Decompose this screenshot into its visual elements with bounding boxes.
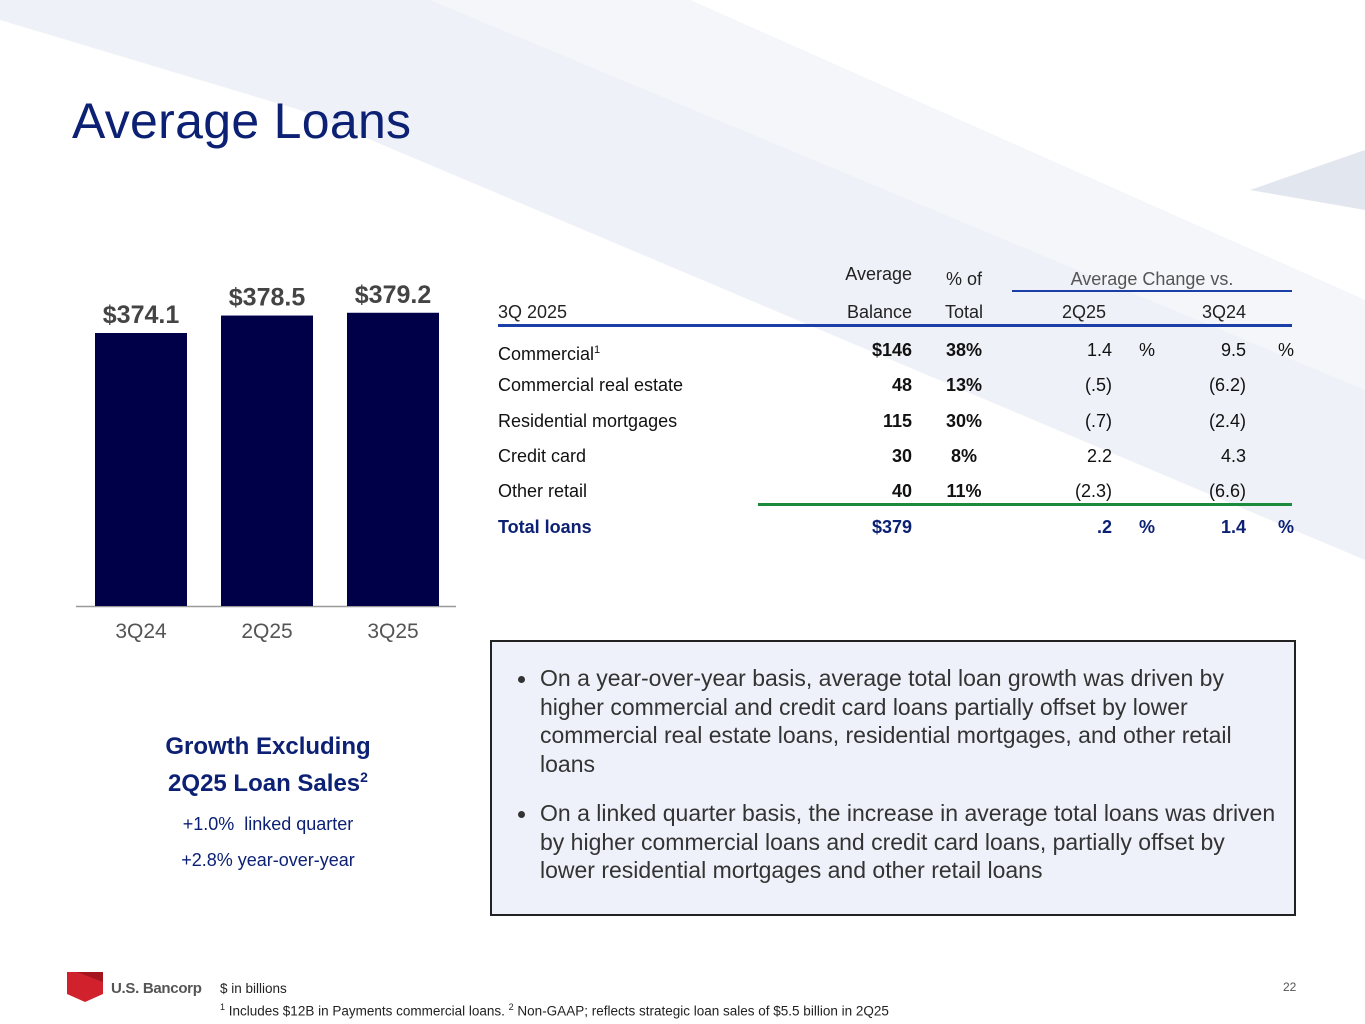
commentary-text: On a year-over-year basis, average total…: [540, 665, 1232, 777]
row-label: Residential mortgages: [498, 411, 678, 431]
row-change-3q24-unit: %: [1278, 340, 1295, 360]
row-balance: $146: [871, 340, 912, 360]
bullet-icon: [518, 811, 525, 818]
total-change-3q24-unit: %: [1278, 517, 1295, 537]
bar-value-label: $379.2: [355, 281, 431, 309]
header-rule: [498, 324, 1292, 327]
header-period: 3Q 2025: [498, 302, 568, 322]
row-change-3q24: 4.3: [1220, 446, 1246, 466]
footnotes: $ in billions 1 Includes $12B in Payment…: [220, 980, 889, 1021]
row-change-2q25: (.7): [1085, 411, 1112, 431]
footnote-definitions: 1 Includes $12B in Payments commercial l…: [220, 998, 889, 1021]
x-tick-label: 3Q24: [115, 620, 167, 643]
growth-heading-footnote: 2: [360, 769, 368, 785]
header-pct-top: % of: [945, 269, 983, 289]
average-loans-bar-chart: $374.1 3Q24 $378.5 2Q25 $379.2 3Q25: [76, 281, 456, 643]
row-label: Other retail: [498, 481, 588, 501]
total-change-3q24: 1.4: [1220, 517, 1246, 537]
header-change-2q25: 2Q25: [1061, 302, 1107, 322]
commentary-bullet: On a linked quarter basis, the increase …: [516, 799, 1278, 885]
bar-3Q25: [347, 312, 439, 606]
row-change-2q25: 1.4: [1086, 340, 1112, 360]
growth-heading-line1: Growth Excluding: [165, 733, 371, 760]
row-change-3q24: 9.5: [1220, 340, 1246, 360]
total-change-2q25-unit: %: [1139, 517, 1156, 537]
row-change-3q24: (6.6): [1208, 481, 1246, 501]
footnote-2-text: Non-GAAP; reflects strategic loan sales …: [513, 1003, 889, 1019]
commentary-text: On a linked quarter basis, the increase …: [540, 800, 1276, 883]
growth-heading-text: 2Q25 Loan Sales: [168, 770, 361, 797]
growth-linked-quarter: +1.0% linked quarter: [182, 814, 354, 834]
total-rule: [758, 503, 1292, 506]
row-change-2q25-unit: %: [1139, 340, 1156, 360]
row-pct-of-total: 30%: [945, 411, 983, 431]
total-change-2q25: .2: [1096, 517, 1112, 537]
row-label: Credit card: [498, 446, 587, 466]
header-change-group: Average Change vs.: [1070, 269, 1234, 289]
x-tick-label: 3Q25: [367, 620, 418, 643]
row-change-2q25: (2.3): [1074, 481, 1112, 501]
header-change-3q24: 3Q24: [1201, 302, 1247, 322]
header-balance-bottom: Balance: [846, 302, 912, 322]
header-pct-bottom: Total: [944, 302, 984, 322]
page-title: Average Loans: [72, 93, 412, 149]
row-balance: 30: [891, 446, 912, 466]
row-label: Commercial real estate: [498, 375, 684, 395]
growth-year-over-year: +2.8% year-over-year: [181, 850, 355, 870]
row-label-text: Commercial: [498, 344, 595, 364]
commentary-bullet: On a year-over-year basis, average total…: [516, 664, 1278, 778]
row-label-footnote: 1: [594, 344, 601, 356]
commentary-box: On a year-over-year basis, average total…: [490, 640, 1296, 916]
loans-table: Average Balance % of Total Average Chang…: [498, 0, 1298, 560]
row-change-2q25: (.5): [1085, 375, 1112, 395]
growth-excluding-loan-sales: Growth Excluding 2Q25 Loan Sales2 +1.0% …: [100, 732, 436, 871]
row-change-2q25: 2.2: [1086, 446, 1112, 466]
us-bancorp-logo: U.S. Bancorp: [67, 972, 207, 1004]
total-label: Total loans: [498, 517, 592, 537]
growth-heading: Growth Excluding 2Q25 Loan Sales2: [100, 732, 436, 799]
row-pct-of-total: 8%: [950, 446, 977, 466]
bar-3Q24: [95, 333, 187, 606]
brand-name: U.S. Bancorp: [111, 980, 202, 997]
change-group-rule: [1012, 290, 1292, 292]
row-change-3q24: (6.2): [1208, 375, 1246, 395]
growth-heading-line2: 2Q25 Loan Sales2: [100, 762, 436, 799]
row-balance: 48: [891, 375, 912, 395]
row-balance: 40: [891, 481, 912, 501]
bullet-icon: [518, 676, 525, 683]
row-pct-of-total: 13%: [945, 375, 983, 395]
row-label: Commercial1: [498, 339, 600, 365]
total-balance: $379: [871, 517, 912, 537]
footnote-marker-1: 1: [220, 1002, 226, 1012]
page-number: 22: [1283, 980, 1297, 994]
footnote-marker-2: 2: [508, 1002, 514, 1012]
x-tick-label: 2Q25: [241, 620, 292, 643]
bar-value-label: $374.1: [103, 301, 180, 329]
row-pct-of-total: 38%: [945, 340, 983, 360]
footnote-units: $ in billions: [220, 981, 287, 996]
row-balance: 115: [882, 411, 912, 431]
footnote-1-text: Includes $12B in Payments commercial loa…: [225, 1003, 509, 1019]
bar-value-label: $378.5: [229, 284, 306, 312]
row-change-3q24: (2.4): [1208, 411, 1246, 431]
shield-logo-icon: [67, 972, 103, 1002]
header-balance-top: Average: [845, 264, 912, 284]
bar-2Q25: [221, 315, 313, 606]
row-pct-of-total: 11%: [946, 481, 982, 501]
